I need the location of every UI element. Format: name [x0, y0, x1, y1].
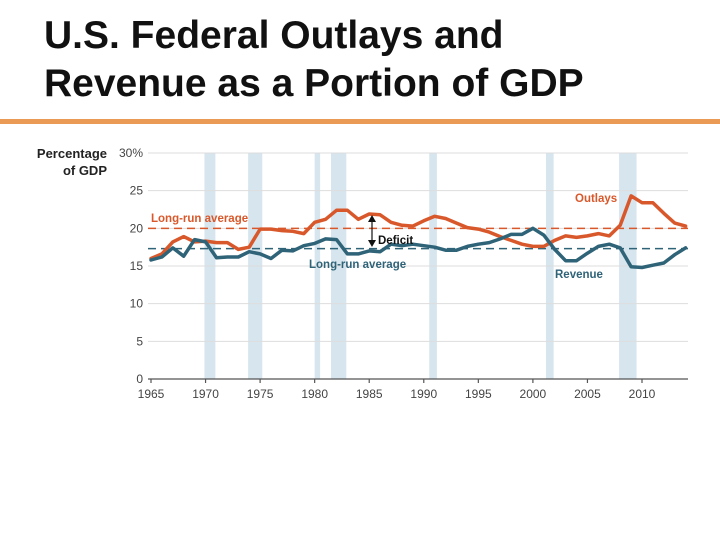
revenue-line	[149, 226, 688, 270]
y-tick-label: 5	[136, 334, 143, 348]
x-tick-label: 1975	[247, 387, 274, 401]
x-tick-label: 1965	[138, 387, 165, 401]
y-tick-label: 0	[136, 372, 143, 386]
title-divider	[0, 119, 720, 124]
x-tick-label: 1980	[301, 387, 328, 401]
x-tick-label: 2005	[574, 387, 601, 401]
x-tick-label: 2010	[629, 387, 656, 401]
slide-title: U.S. Federal Outlays and Revenue as a Po…	[44, 12, 584, 108]
title-line-2: Revenue as a Portion of GDP	[44, 62, 584, 105]
outlays-series-label: Outlays	[575, 193, 617, 205]
y-axis-label-line-2: of GDP	[63, 163, 107, 178]
deficit-arrow-icon	[368, 215, 376, 247]
x-tick-label: 1990	[410, 387, 437, 401]
x-tick-label: 1995	[465, 387, 492, 401]
deficit-label: Deficit	[378, 235, 413, 247]
y-tick-label: 30%	[119, 146, 143, 160]
y-axis-label-line-1: Percentage	[37, 146, 107, 161]
y-tick-label: 10	[130, 297, 144, 311]
x-tick-label: 1970	[192, 387, 219, 401]
x-tick-label: 1985	[356, 387, 383, 401]
title-line-1: U.S. Federal Outlays and	[44, 14, 504, 57]
outlays-line	[149, 194, 688, 261]
revenue-series-label: Revenue	[555, 269, 603, 281]
revenue-average-label: Long-run average	[309, 259, 406, 271]
outlays-average-label: Long-run average	[151, 213, 248, 225]
y-tick-label: 20	[130, 221, 144, 235]
y-tick-label: 15	[130, 259, 144, 273]
y-tick-label: 25	[130, 184, 144, 198]
x-tick-label: 2000	[520, 387, 547, 401]
